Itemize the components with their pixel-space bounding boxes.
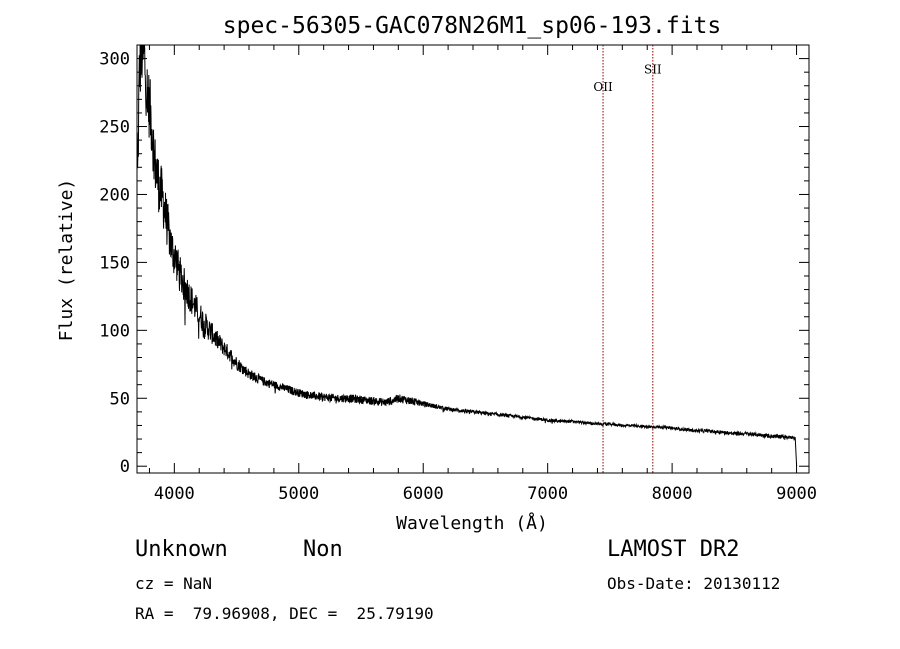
- emission-line-label: SII: [644, 63, 662, 77]
- y-tick-label: 200: [99, 185, 130, 205]
- x-tick-label: 4000: [154, 484, 195, 504]
- x-tick-label: 5000: [278, 484, 319, 504]
- coordinates: RA = 79.96908, DEC = 25.79190: [135, 604, 434, 623]
- y-tick-label: 300: [99, 50, 130, 70]
- redshift-cz: cz = NaN: [135, 574, 213, 593]
- y-axis-label: Flux (relative): [56, 179, 77, 342]
- y-tick-label: 250: [99, 118, 130, 138]
- survey-name: LAMOST DR2: [607, 537, 740, 562]
- x-tick-label: 7000: [527, 484, 568, 504]
- y-tick-label: 50: [110, 389, 130, 409]
- emission-line-label: OII: [593, 80, 613, 94]
- x-axis-label: Wavelength (Å): [396, 512, 548, 534]
- object-subclass: Non: [303, 537, 343, 562]
- x-tick-label: 6000: [403, 484, 444, 504]
- spectrum-line: [137, 45, 798, 467]
- x-tick-label: 9000: [776, 484, 817, 504]
- spectrum-layer: [137, 45, 798, 467]
- x-tick-label: 8000: [652, 484, 693, 504]
- plot-frame: [136, 44, 810, 474]
- y-tick-label: 0: [120, 457, 130, 477]
- y-tick-label: 150: [99, 253, 130, 273]
- object-class: Unknown: [135, 537, 228, 562]
- y-tick-label: 100: [99, 321, 130, 341]
- observation-date: Obs-Date: 20130112: [607, 574, 781, 593]
- chart-title: spec-56305-GAC078N26M1_sp06-193.fits: [223, 13, 722, 39]
